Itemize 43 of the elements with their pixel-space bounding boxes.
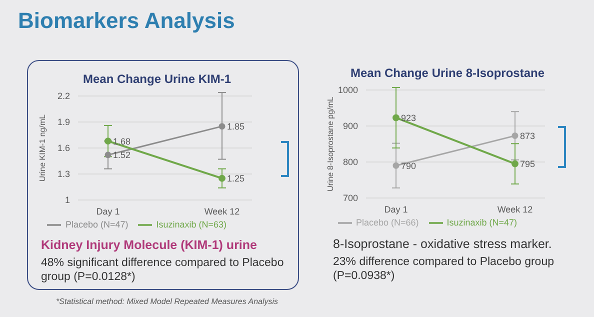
text: 48% significant difference compared to Placebo group (P=0.0128*) [41,256,285,284]
y-tick-label: 2.2 [57,91,70,102]
legend-label: Placebo (N=66) [356,217,419,228]
point [512,132,518,139]
text: Kidney Injury Molecule (KIM-1) urine [41,238,258,252]
y-tick-label: 1 [64,195,70,206]
y-tick-label: 1000 [338,85,358,96]
legend-label: Placebo (N=47) [65,219,128,230]
data-label: 795 [520,158,536,169]
data-label: 790 [401,160,416,171]
point [392,162,400,169]
data-label: 1.52 [113,150,131,160]
y-tick-label: 800 [342,157,358,168]
x-tick-label: Day 1 [384,204,408,214]
legend-label: Isuzinaxib (N=63) [156,219,227,230]
data-label: 873 [520,130,536,141]
point [218,174,226,182]
text: *Statistical method: Mixed Model Repeated Measures Analysis [56,297,278,306]
text: Biomarkers Analysis [18,8,235,34]
text: 23% difference compared to Placebo group (P=0.0938*) [333,255,555,283]
y-axis-title: Urine 8-Isoprostane pg/mL [326,96,335,192]
data-label: 1.25 [227,174,245,184]
y-tick-label: 1.9 [57,117,70,128]
point [218,123,226,130]
y-axis-title: Urine KIM-1 ng/mL [38,114,47,182]
legend-label: Isuzinaxib (N=47) [446,217,518,228]
y-tick-label: 1.3 [57,169,70,180]
point [392,114,400,122]
x-tick-label: Day 1 [96,206,120,216]
point [104,138,112,145]
data-label: 1.85 [227,122,245,132]
data-label: 923 [401,112,416,123]
y-tick-label: 900 [342,121,358,132]
point [104,152,112,158]
point [512,160,518,168]
x-tick-label: Week 12 [204,206,240,216]
x-tick-label: Week 12 [497,204,533,214]
y-tick-label: 1.6 [57,143,70,154]
y-tick-label: 700 [342,193,358,204]
chart-title: Mean Change Urine KIM-1 [82,72,232,86]
data-label: 1.68 [113,136,131,146]
chart-title: Mean Change Urine 8-Isoprostane [349,66,546,80]
text: 8-Isoprostane - oxidative stress marker. [333,237,553,251]
